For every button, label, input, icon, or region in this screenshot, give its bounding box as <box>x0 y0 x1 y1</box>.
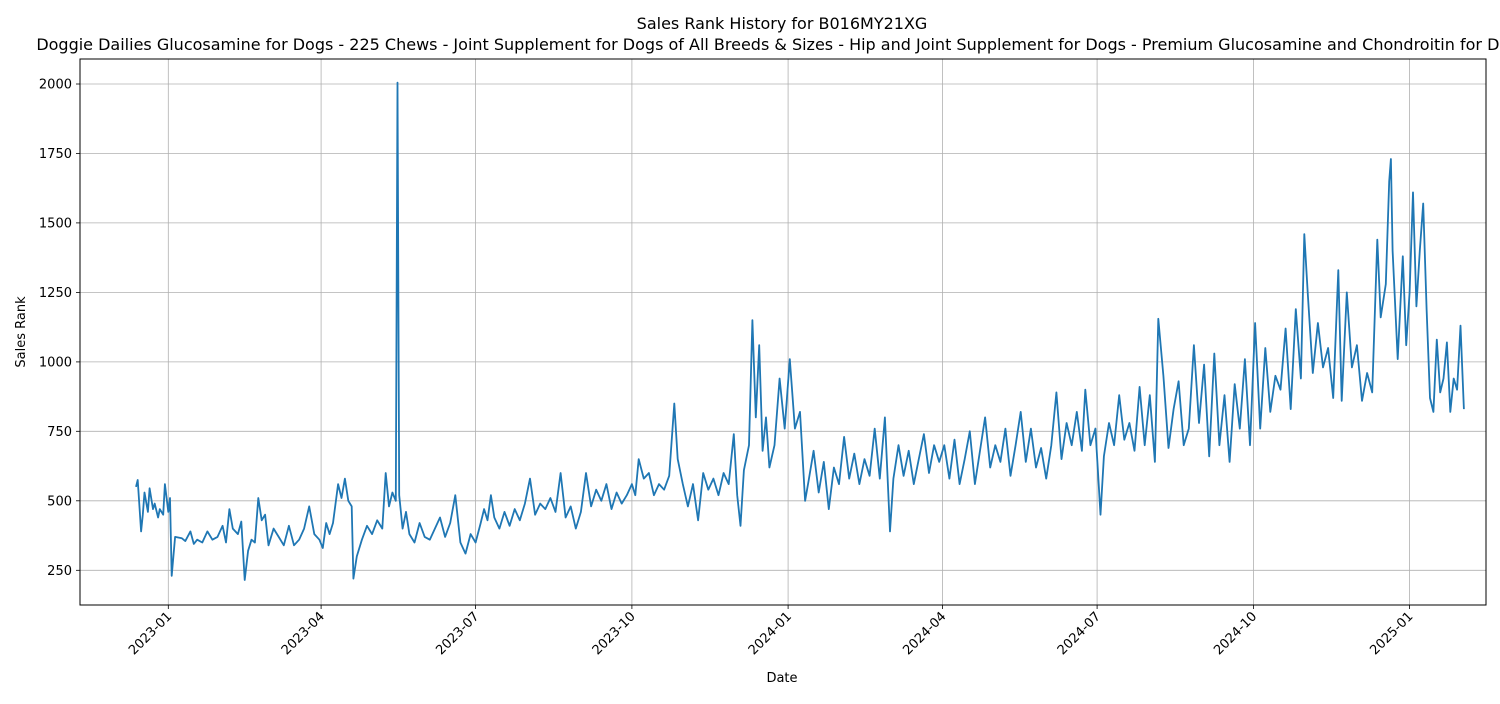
x-axis-label: Date <box>766 671 797 686</box>
x-tick-label: 2023-07 <box>433 609 482 658</box>
y-tick-label: 1750 <box>39 147 72 162</box>
chart-title: Sales Rank History for B016MY21XG <box>637 14 928 33</box>
x-tick-label: 2023-01 <box>126 609 175 658</box>
y-tick-label: 500 <box>47 494 72 509</box>
chart-subtitle: Doggie Dailies Glucosamine for Dogs - 22… <box>36 35 1500 54</box>
series-line <box>135 81 1465 581</box>
y-tick-label: 1000 <box>39 355 72 370</box>
x-tick-label: 2024-10 <box>1211 609 1260 658</box>
y-axis-label: Sales Rank <box>14 296 29 368</box>
y-tick-label: 250 <box>47 564 72 579</box>
x-tick-label: 2025-01 <box>1367 609 1416 658</box>
x-tick-label: 2023-10 <box>590 609 639 658</box>
plot-area-frame <box>79 58 1487 606</box>
x-tick-label: 2023-04 <box>279 609 328 658</box>
y-axis-ticks: 250 500 750 1000 1250 1500 1750 2000 <box>39 78 80 579</box>
y-tick-label: 750 <box>47 425 72 440</box>
x-axis-ticks: 2023-01 2023-04 2023-07 2023-10 2024-01 2024-… <box>126 605 1416 658</box>
series-layer <box>135 81 1465 581</box>
y-tick-label: 2000 <box>39 78 72 93</box>
y-tick-label: 1500 <box>39 216 72 231</box>
x-tick-label: 2024-01 <box>746 609 795 658</box>
grid <box>80 59 1486 605</box>
x-tick-label: 2024-07 <box>1055 609 1104 658</box>
x-tick-label: 2024-04 <box>900 609 949 658</box>
y-tick-label: 1250 <box>39 286 72 301</box>
